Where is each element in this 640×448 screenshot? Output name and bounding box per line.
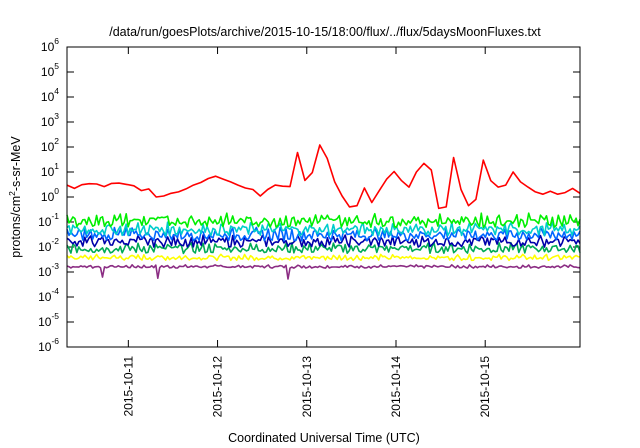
- series-line: [66, 212, 581, 228]
- chart-title: /data/run/goesPlots/archive/2015-10-15/1…: [109, 25, 541, 39]
- series-line-red: [66, 144, 581, 210]
- y-tick-base: 10: [41, 140, 55, 154]
- y-tick-base: 10: [38, 240, 52, 254]
- y-tick-base: 10: [41, 65, 55, 79]
- y-tick-label: 101: [41, 161, 59, 179]
- y-tick-exponent: 4: [54, 86, 59, 96]
- plot-frame: [66, 46, 581, 348]
- y-tick-label: 10-4: [38, 286, 59, 304]
- y-tick-exponent: -6: [51, 336, 59, 346]
- x-tick-label: 2015-10-15: [478, 356, 492, 418]
- y-tick-label: 10-6: [38, 336, 59, 354]
- y-tick-exponent: -3: [51, 261, 59, 271]
- ticks: [67, 46, 580, 348]
- y-tick-label: 10-5: [38, 311, 59, 329]
- x-tick-label: 2015-10-12: [211, 356, 225, 418]
- y-tick-label: 10-2: [38, 236, 59, 254]
- y-tick-label: 104: [41, 86, 59, 104]
- x-tick-label: 2015-10-14: [389, 356, 403, 418]
- series-line: [66, 264, 581, 280]
- y-tick-base: 10: [41, 190, 55, 204]
- y-tick-base: 10: [41, 90, 55, 104]
- y-tick-label: 103: [41, 111, 59, 129]
- y-tick-exponent: 6: [54, 36, 59, 46]
- x-tick-label: 2015-10-11: [121, 356, 135, 417]
- y-tick-label: 10-3: [38, 261, 59, 279]
- y-tick-base: 10: [38, 290, 52, 304]
- plot-series: [66, 144, 581, 280]
- y-tick-label: 102: [41, 136, 59, 154]
- series-line: [66, 226, 581, 242]
- y-tick-exponent: 3: [54, 111, 59, 121]
- y-tick-exponent: -5: [51, 311, 59, 321]
- y-tick-label: 106: [41, 36, 59, 54]
- y-tick-base: 10: [38, 340, 52, 354]
- y-tick-label: 100: [41, 186, 59, 204]
- y-tick-labels: 10-610-510-410-310-210-11001011021031041…: [38, 36, 59, 354]
- y-tick-exponent: -4: [51, 286, 59, 296]
- y-tick-exponent: 0: [54, 186, 59, 196]
- y-tick-base: 10: [41, 40, 55, 54]
- y-tick-base: 10: [38, 265, 52, 279]
- y-tick-exponent: 5: [54, 61, 59, 71]
- x-tick-label: 2015-10-13: [300, 356, 314, 418]
- x-tick-labels: 2015-10-11 2015-10-12 2015-10-13 2015-10-14…: [121, 356, 492, 418]
- y-tick-base: 10: [38, 315, 52, 329]
- series-line: [66, 253, 581, 262]
- y-tick-label: 105: [41, 61, 59, 79]
- x-axis-label: Coordinated Universal Time (UTC): [228, 431, 420, 445]
- y-tick-exponent: -2: [51, 236, 59, 246]
- series-line: [66, 221, 581, 237]
- y-axis-label: protons/cm2-s-sr-MeV: [7, 136, 23, 258]
- y-tick-base: 10: [38, 215, 52, 229]
- y-tick-exponent: 1: [54, 161, 59, 171]
- y-tick-exponent: -1: [51, 211, 59, 221]
- series-line: [66, 241, 581, 255]
- y-tick-base: 10: [41, 115, 55, 129]
- y-tick-exponent: 2: [54, 136, 59, 146]
- y-tick-base: 10: [41, 165, 55, 179]
- y-tick-label: 10-1: [38, 211, 59, 229]
